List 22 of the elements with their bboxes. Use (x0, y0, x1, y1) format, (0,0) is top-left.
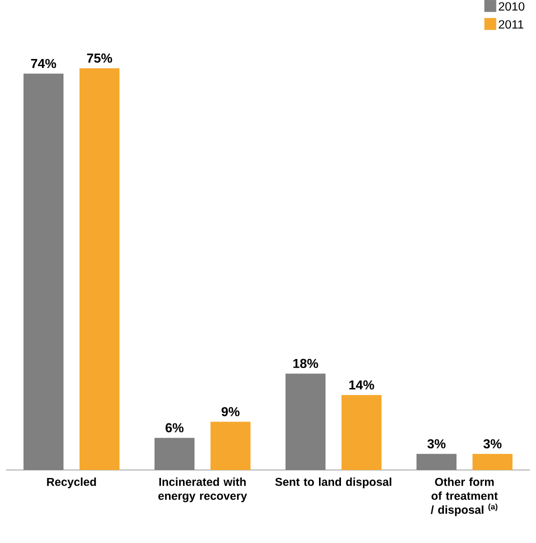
bar (80, 68, 120, 470)
data-label: 75% (87, 54, 112, 63)
data-label: 6% (166, 423, 184, 432)
bar (472, 454, 513, 470)
data-label: 3% (427, 439, 446, 448)
x-tick-label: Other form of treatment / disposal $^{(a)}$ (430, 478, 498, 516)
bar (416, 454, 457, 470)
x-tick-label: Recycled (47, 478, 96, 488)
bar (154, 438, 195, 470)
data-label: 9% (222, 407, 240, 416)
bar (210, 422, 251, 470)
bar (286, 374, 326, 470)
bar (342, 395, 382, 470)
data-label: 3% (483, 439, 502, 448)
data-label: 14% (349, 380, 374, 390)
bar (24, 74, 64, 470)
x-tick-label: Sent to land disposal (275, 478, 392, 488)
data-label: 74% (31, 58, 56, 68)
x-tick-label: Incinerated with energy recovery (158, 478, 248, 502)
legend-label: 2010 (498, 2, 524, 11)
data-label: 18% (293, 358, 318, 368)
legend-label: 2011 (498, 20, 524, 29)
